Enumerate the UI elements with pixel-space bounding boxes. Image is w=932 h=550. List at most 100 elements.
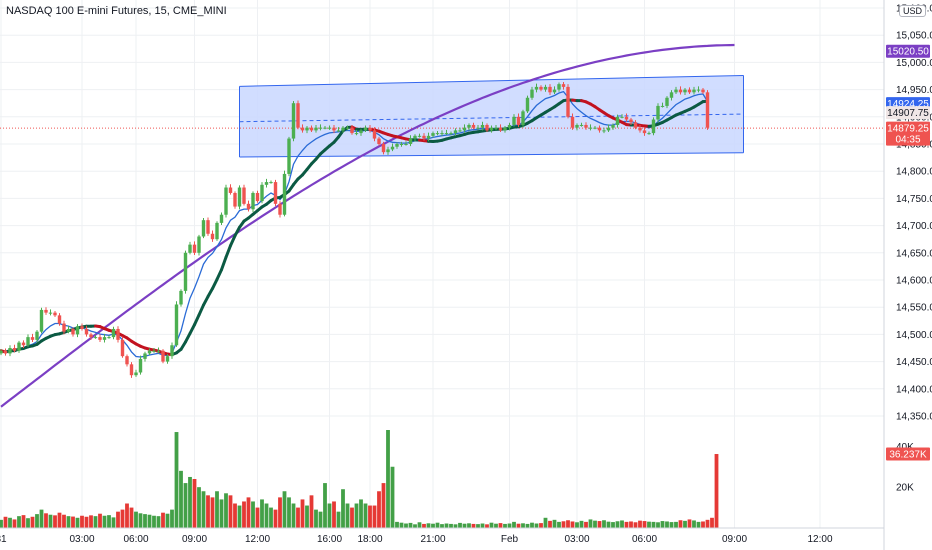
candle-body bbox=[242, 187, 246, 204]
candle-body bbox=[521, 111, 525, 125]
candle-body bbox=[179, 290, 183, 305]
volume-bar bbox=[368, 505, 372, 528]
volume-bar bbox=[35, 514, 39, 528]
candle-body bbox=[395, 144, 399, 147]
volume-bar bbox=[588, 519, 593, 528]
volume-bar bbox=[548, 520, 552, 528]
candle-body bbox=[147, 350, 152, 354]
trend-ma-segment bbox=[229, 234, 237, 248]
volume-bar bbox=[156, 516, 161, 528]
volume-bar bbox=[102, 515, 107, 528]
price-tick-label: 14,750.00 bbox=[896, 194, 932, 205]
time-tick-label: 06:00 bbox=[632, 534, 657, 545]
candle-body bbox=[219, 214, 224, 223]
candle-body bbox=[26, 337, 30, 346]
candle-body bbox=[692, 89, 696, 93]
volume-bar bbox=[147, 514, 152, 528]
volume-bar bbox=[309, 495, 314, 528]
candle-body bbox=[57, 315, 62, 324]
time-tick-label: Feb bbox=[501, 534, 519, 545]
volume-bar bbox=[638, 520, 642, 528]
candle-body bbox=[669, 92, 674, 98]
volume-bar bbox=[624, 521, 629, 528]
volume-bar bbox=[566, 520, 570, 528]
price-label-text: 04:35 bbox=[895, 135, 920, 146]
candle-body bbox=[224, 187, 228, 215]
candle-body bbox=[89, 334, 93, 338]
volume-bar bbox=[408, 522, 413, 528]
candle-body bbox=[426, 135, 431, 139]
candle-body bbox=[260, 184, 264, 202]
volume-bar bbox=[206, 495, 210, 528]
price-label-text: 15020.50 bbox=[887, 47, 929, 58]
volume-bar bbox=[431, 523, 435, 528]
time-tick-label: 03:00 bbox=[564, 534, 589, 545]
candle-body bbox=[197, 236, 201, 253]
time-tick-label: 12:00 bbox=[245, 534, 270, 545]
candle-body bbox=[431, 133, 435, 136]
candle-body bbox=[354, 133, 359, 135]
volume-bar bbox=[129, 507, 134, 528]
volume-bar bbox=[336, 511, 341, 528]
candle-body bbox=[44, 309, 48, 313]
time-tick-label: 06:00 bbox=[123, 534, 148, 545]
volume-bar bbox=[543, 517, 548, 528]
candle-body bbox=[575, 124, 579, 128]
candle-body bbox=[21, 342, 26, 346]
volume-bar bbox=[269, 507, 273, 528]
price-label-text: 14907.75 bbox=[887, 108, 929, 119]
candle-body bbox=[602, 130, 606, 132]
candle-body bbox=[453, 130, 458, 134]
volume-bar bbox=[647, 521, 651, 528]
price-tick-label: 15,000.00 bbox=[896, 58, 932, 69]
price-tick-label: 14,600.00 bbox=[896, 276, 932, 287]
candle-body bbox=[633, 122, 638, 128]
volume-bar bbox=[683, 520, 687, 528]
candle-body bbox=[660, 105, 665, 107]
candle-body bbox=[696, 89, 701, 91]
candle-body bbox=[35, 331, 39, 340]
candle-body bbox=[125, 356, 129, 365]
volume-bar bbox=[125, 503, 129, 528]
volume-bar bbox=[413, 524, 417, 528]
volume-bar bbox=[449, 523, 453, 528]
price-label-badge bbox=[886, 106, 930, 120]
currency-button[interactable]: USD bbox=[899, 5, 927, 17]
candle-body bbox=[458, 130, 462, 132]
volume-bar bbox=[476, 524, 480, 528]
candle-body bbox=[251, 192, 255, 210]
volume-bar bbox=[512, 521, 516, 528]
time-tick-label: 09:00 bbox=[722, 534, 747, 545]
volume-bar bbox=[597, 521, 602, 528]
candle-body bbox=[674, 89, 678, 93]
price-tick-label: 14,450.00 bbox=[896, 357, 932, 368]
grid-lines bbox=[0, 0, 884, 528]
volume-bar bbox=[656, 522, 660, 528]
volume-bar bbox=[291, 503, 296, 528]
volume-bar bbox=[516, 523, 521, 528]
volume-bar bbox=[237, 505, 242, 528]
time-tick-label: 12:00 bbox=[807, 534, 832, 545]
volume-bar bbox=[615, 521, 620, 528]
candle-body bbox=[62, 323, 66, 332]
volume-bar bbox=[296, 507, 300, 528]
candle-body bbox=[134, 372, 138, 376]
candle-body bbox=[620, 116, 624, 118]
volume-bar bbox=[192, 479, 197, 528]
candle-body bbox=[17, 342, 21, 351]
candle-body bbox=[314, 127, 318, 131]
candle-body bbox=[206, 220, 210, 234]
candle-body bbox=[449, 133, 453, 135]
candle-body bbox=[665, 97, 669, 106]
candle-body bbox=[687, 89, 692, 93]
candle-body bbox=[651, 119, 656, 134]
volume-bar bbox=[381, 483, 386, 528]
volume-bar bbox=[93, 516, 98, 528]
price-label-text: 14924.25 bbox=[887, 99, 929, 110]
price-tick-label: 14,800.00 bbox=[896, 167, 932, 178]
trend-ma-segment bbox=[215, 268, 223, 281]
volume-bar bbox=[534, 523, 539, 528]
volume-bar bbox=[323, 483, 327, 528]
candle-body bbox=[629, 119, 633, 123]
